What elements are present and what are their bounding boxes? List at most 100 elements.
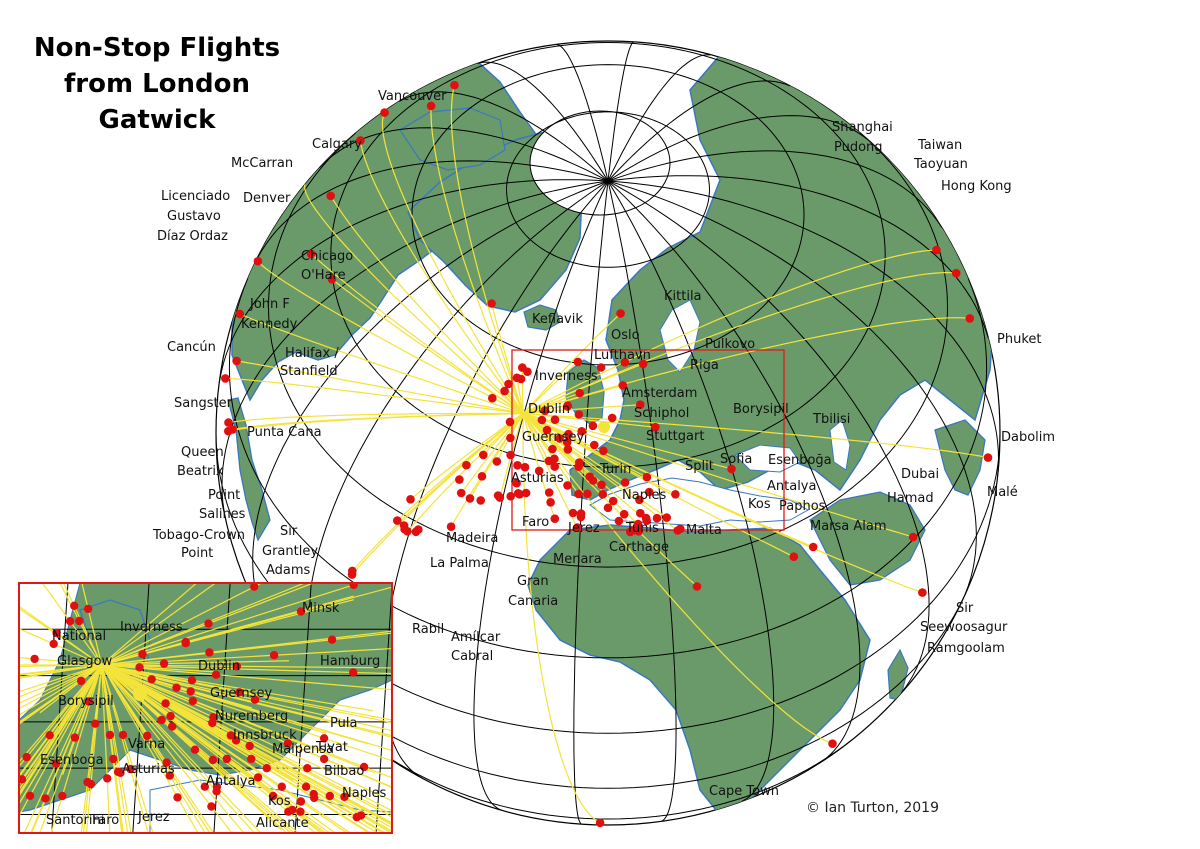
airport-dot [636, 400, 645, 410]
airport-label: Antalya [767, 479, 816, 494]
inset-label: Asturias [122, 762, 175, 777]
inset-airport-dot [159, 659, 169, 668]
inset-route-line [19, 656, 102, 666]
airport-label: Sangster [174, 396, 233, 411]
inset-route-line [101, 664, 392, 669]
inset-route-line [101, 583, 315, 666]
airport-label: Amílcar [451, 630, 501, 645]
airport-label: Punta Cana [247, 425, 322, 440]
airport-label: La Palma [430, 556, 489, 571]
route-line [410, 413, 524, 500]
airport-dot [634, 527, 643, 536]
inset-airport-dot [91, 719, 100, 728]
airport-dot [455, 475, 464, 484]
inset-label: Malpensa [272, 742, 334, 757]
airport-dot [574, 410, 584, 419]
flight-routes [225, 85, 989, 824]
airport-dot [506, 450, 515, 460]
inset-airport-dot [253, 773, 263, 782]
airport-dot [399, 521, 409, 530]
airport-label: Shanghai [832, 120, 893, 135]
inset-label: Naples [342, 786, 387, 801]
airport-dot [575, 388, 584, 398]
airport-dot [651, 422, 660, 432]
airport-dot [614, 516, 624, 526]
route-line [236, 360, 524, 415]
route-line [257, 260, 524, 415]
airport-dot [550, 454, 559, 464]
airport-dot [540, 406, 550, 416]
airport-label: Madeira [446, 531, 498, 546]
airport-label: Hong Kong [941, 179, 1012, 194]
inset-meridian [51, 583, 69, 833]
airport-label: Dubai [901, 467, 939, 482]
airport-dot [426, 101, 436, 111]
airport-dot [221, 374, 230, 383]
inset-airport-dot [200, 782, 209, 791]
airport-dot [306, 249, 316, 259]
inset-route-line [101, 664, 331, 833]
airport-dot [597, 480, 606, 490]
airport-dot [477, 472, 487, 481]
airport-dot [523, 367, 532, 377]
inset-airport-dot [166, 711, 175, 721]
airport-dot [671, 490, 680, 499]
inset-airport-dot [327, 635, 337, 644]
inset-route-line [19, 664, 103, 777]
airport-dot [542, 425, 552, 435]
airport-dot [575, 458, 584, 467]
airport-dot [727, 464, 736, 474]
route-line [522, 312, 622, 415]
inset-route-line [101, 664, 206, 833]
meridian-line [607, 180, 977, 602]
meridian-line [607, 41, 635, 182]
inset-meridian [213, 583, 231, 833]
airport-dot [493, 491, 503, 500]
airport-labels: Vancouver Calgary McCarran Denver Licenciado… [152, 89, 1055, 799]
inset-route-line [101, 664, 392, 833]
inset-route-line [101, 664, 216, 673]
route-line [381, 112, 524, 414]
inset-route-line [101, 664, 199, 833]
airport-dot [512, 478, 521, 488]
airport-dot [506, 433, 515, 443]
inset-airport-dot [161, 699, 170, 708]
airport-dot [406, 495, 415, 504]
meridian-line [319, 127, 609, 182]
airport-dot [576, 509, 586, 518]
route-line [522, 413, 914, 538]
inset-route-line [101, 664, 392, 737]
inset-label: Santorini [46, 813, 104, 828]
airport-dot [534, 466, 544, 476]
inset-label: Pula [330, 716, 357, 731]
parallel-line [411, 64, 805, 366]
route-line [516, 377, 524, 414]
inset-label: Faro [92, 813, 119, 828]
airport-dot [550, 415, 560, 425]
inset-airport-dot [173, 793, 182, 802]
route-line [351, 413, 524, 572]
inset-route-line [101, 664, 379, 833]
airport-dot [450, 80, 459, 90]
inset-airport-dot [250, 695, 260, 704]
route-line [450, 413, 524, 527]
airport-label: Naples [622, 488, 667, 503]
airport-dot [548, 444, 557, 454]
inset-route-line [101, 664, 392, 779]
route-line [310, 253, 524, 415]
inset-route-line [101, 583, 217, 666]
airport-label: Stanfield [280, 364, 338, 379]
meridian-line [555, 44, 609, 182]
airport-label: McCarran [231, 156, 293, 171]
airport-label: Tunis [625, 521, 659, 536]
airport-dot [504, 379, 513, 389]
airport-dot [488, 393, 497, 403]
airport-dot [232, 356, 241, 366]
airport-label: Turin [599, 462, 631, 477]
inset-label: Nuremberg [215, 709, 288, 724]
airport-label: Sir [956, 601, 974, 616]
inset-route-line [101, 664, 292, 833]
route-line [331, 278, 524, 415]
route-line [504, 390, 524, 414]
inset-route-line [101, 664, 373, 712]
